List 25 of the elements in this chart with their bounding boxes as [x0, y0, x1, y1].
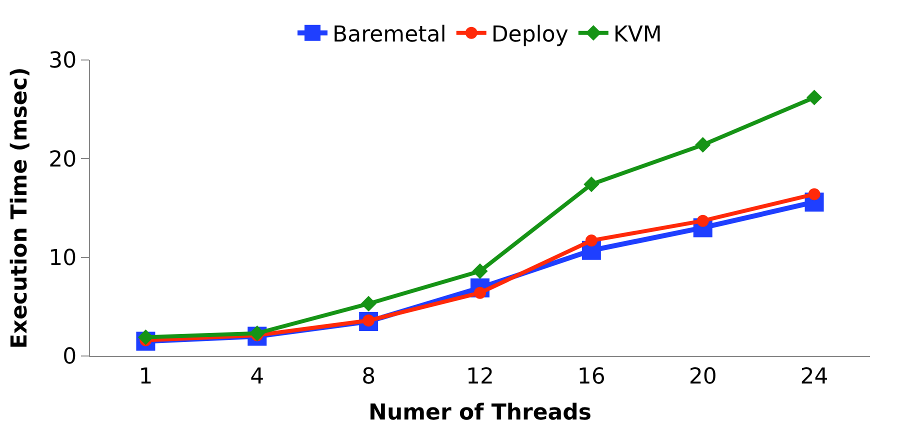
- legend-label: KVM: [613, 22, 662, 48]
- legend-label: Baremetal: [332, 22, 446, 48]
- y-tick-label: 0: [62, 344, 77, 370]
- point: [585, 234, 598, 247]
- point: [695, 137, 711, 153]
- point: [472, 263, 488, 279]
- legend-label: Deploy: [491, 22, 568, 48]
- point: [360, 296, 376, 312]
- x-tick-label: 1: [138, 364, 153, 390]
- x-tick-label: 20: [688, 364, 717, 390]
- y-tick-label: 20: [48, 147, 77, 172]
- x-axis-title: Numer of Threads: [368, 400, 592, 426]
- point: [696, 214, 709, 227]
- y-tick-label: 30: [48, 48, 77, 74]
- point: [806, 90, 822, 106]
- x-tick-label: 4: [250, 364, 264, 390]
- point: [808, 188, 820, 200]
- point: [584, 176, 600, 192]
- y-axis-title: Execution Time (msec): [7, 67, 32, 349]
- x-tick-label: 24: [800, 364, 828, 390]
- y-tick-label: 10: [48, 246, 77, 272]
- x-tick-label: 8: [362, 364, 376, 390]
- point: [138, 329, 154, 346]
- x-tick-label: 12: [466, 364, 494, 390]
- x-tick-label: 16: [577, 364, 606, 390]
